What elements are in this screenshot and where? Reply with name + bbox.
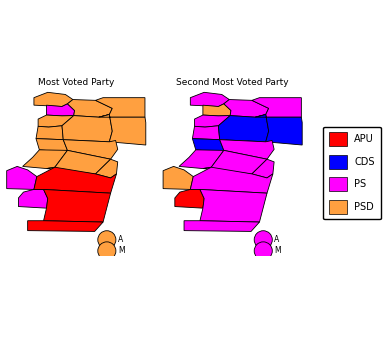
Polygon shape (200, 189, 267, 222)
Polygon shape (95, 98, 145, 117)
Polygon shape (163, 166, 193, 189)
Circle shape (254, 231, 272, 249)
Polygon shape (203, 104, 231, 116)
Polygon shape (219, 115, 269, 142)
Polygon shape (36, 139, 67, 152)
Polygon shape (203, 151, 267, 174)
Polygon shape (252, 98, 301, 117)
Polygon shape (34, 92, 73, 107)
Text: A: A (274, 235, 280, 244)
Polygon shape (255, 115, 302, 145)
Polygon shape (47, 104, 75, 116)
Polygon shape (184, 221, 260, 231)
Polygon shape (43, 189, 111, 222)
Polygon shape (67, 100, 112, 117)
Polygon shape (190, 167, 273, 193)
Title: Most Voted Party: Most Voted Party (38, 79, 115, 88)
Polygon shape (175, 189, 204, 208)
Polygon shape (224, 100, 269, 117)
Circle shape (98, 242, 116, 260)
Polygon shape (192, 139, 224, 152)
Text: A: A (118, 235, 123, 244)
Polygon shape (18, 189, 48, 208)
Circle shape (98, 231, 116, 249)
Polygon shape (34, 167, 117, 193)
Text: M: M (274, 246, 281, 255)
Polygon shape (220, 140, 274, 159)
Polygon shape (47, 151, 111, 174)
Polygon shape (179, 150, 224, 169)
Polygon shape (28, 221, 103, 231)
Polygon shape (38, 115, 74, 127)
Circle shape (254, 242, 272, 260)
Legend: APU, CDS, PS, PSD: APU, CDS, PS, PSD (323, 127, 380, 219)
Polygon shape (63, 140, 118, 159)
Polygon shape (252, 159, 274, 178)
Polygon shape (192, 126, 220, 140)
Polygon shape (95, 159, 118, 178)
Polygon shape (99, 115, 146, 145)
Polygon shape (23, 150, 67, 169)
Polygon shape (7, 166, 37, 189)
Polygon shape (62, 115, 112, 142)
Polygon shape (36, 126, 63, 140)
Polygon shape (190, 92, 229, 107)
Title: Second Most Voted Party: Second Most Voted Party (176, 79, 289, 88)
Text: M: M (118, 246, 125, 255)
Polygon shape (194, 115, 230, 127)
